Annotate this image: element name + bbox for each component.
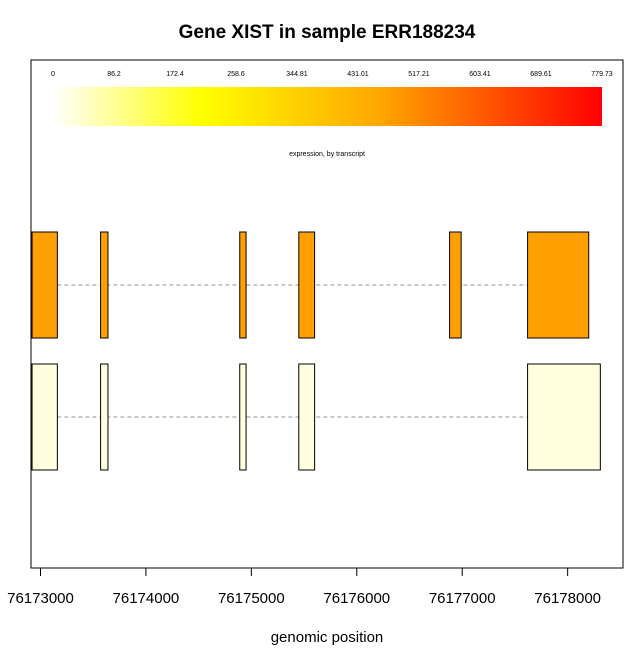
x-axis-tick-label: 76173000 xyxy=(7,590,74,607)
x-axis-tick-label: 76178000 xyxy=(534,590,601,607)
x-axis-tick-label: 76177000 xyxy=(429,590,496,607)
color-scale-tick-labels: 0 86.2 172.4 258.6 344.81 431.01 517.21 603.41 6… xyxy=(51,71,613,78)
color-scale-caption: expression, by transcript xyxy=(289,151,365,158)
exon xyxy=(31,363,58,471)
transcript-2 xyxy=(31,363,601,471)
transcript-1 xyxy=(31,231,590,339)
exon xyxy=(100,363,109,471)
x-axis-tick-label: 76174000 xyxy=(113,590,180,607)
x-axis: 76173000 76174000 76175000 76176000 76177000… xyxy=(7,567,601,607)
color-scale-tick: 0 xyxy=(51,71,55,78)
color-scale-tick: 431.01 xyxy=(347,71,369,78)
color-scale-bar xyxy=(53,87,602,126)
x-axis-tick-label: 76175000 xyxy=(218,590,285,607)
x-axis-label: genomic position xyxy=(271,629,384,646)
color-scale-tick: 258.6 xyxy=(227,71,245,78)
color-scale-tick: 86.2 xyxy=(107,71,121,78)
x-axis-tick-label: 76176000 xyxy=(323,590,390,607)
exon xyxy=(31,231,58,339)
exon xyxy=(298,231,316,339)
color-scale-tick: 779.73 xyxy=(591,71,613,78)
exon xyxy=(449,231,462,339)
transcripts xyxy=(31,231,601,471)
exon xyxy=(239,231,247,339)
color-scale-tick: 344.81 xyxy=(286,71,308,78)
exon xyxy=(527,363,601,471)
exon xyxy=(298,363,316,471)
color-scale-tick: 603.41 xyxy=(469,71,491,78)
exon xyxy=(527,231,590,339)
exon xyxy=(239,363,247,471)
chart-title: Gene XIST in sample ERR188234 xyxy=(179,22,476,43)
color-scale-tick: 172.4 xyxy=(166,71,184,78)
color-scale-tick: 517.21 xyxy=(408,71,430,78)
exon xyxy=(100,231,109,339)
color-scale-tick: 689.61 xyxy=(530,71,552,78)
